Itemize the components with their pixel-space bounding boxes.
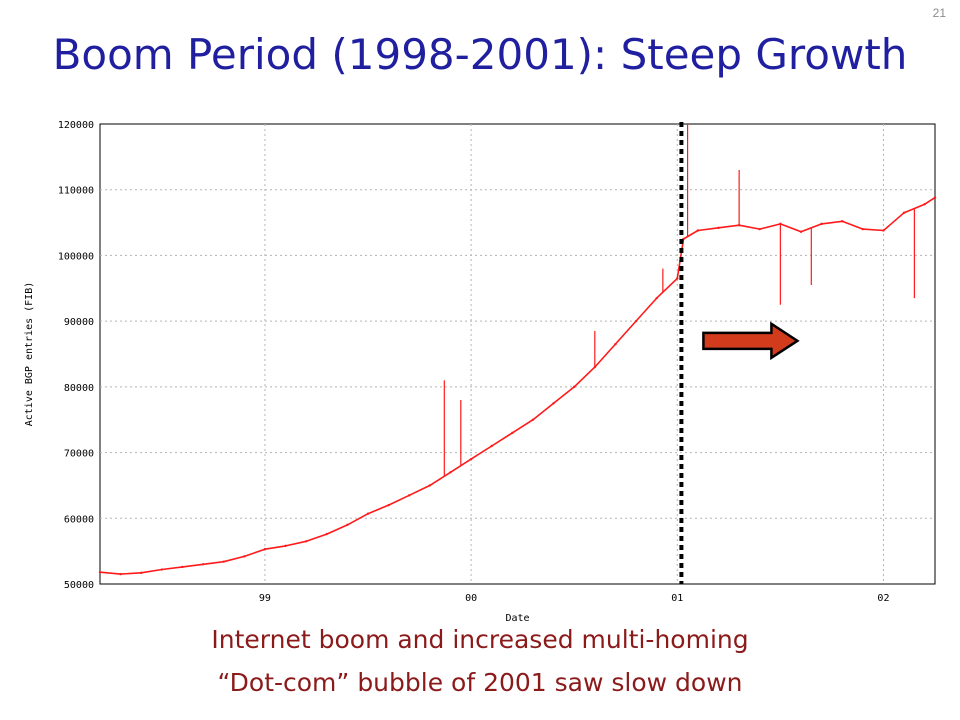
y-tick-label: 90000 bbox=[64, 317, 94, 328]
series-point bbox=[408, 494, 411, 497]
y-tick-label: 50000 bbox=[64, 580, 94, 591]
series-point bbox=[676, 277, 679, 280]
series-point bbox=[902, 211, 906, 214]
series-point bbox=[511, 431, 514, 435]
caption-line-1: Internet boom and increased multi-homing bbox=[211, 625, 749, 654]
x-tick-label: 99 bbox=[259, 593, 271, 604]
series-line bbox=[99, 196, 936, 575]
series-point bbox=[861, 227, 865, 231]
series-point bbox=[181, 565, 184, 569]
series-point bbox=[614, 342, 617, 346]
y-tick-label: 110000 bbox=[58, 186, 94, 197]
series-point bbox=[449, 471, 452, 474]
series-point bbox=[469, 457, 473, 461]
y-tick-label: 80000 bbox=[64, 383, 94, 394]
series-point bbox=[160, 568, 164, 571]
y-tick-label: 100000 bbox=[58, 251, 94, 262]
slide-number: 21 bbox=[932, 6, 946, 20]
series-point bbox=[490, 444, 493, 448]
series-point bbox=[263, 547, 267, 551]
series-point bbox=[428, 484, 432, 487]
right-arrow-icon bbox=[702, 321, 800, 361]
x-tick-label: 01 bbox=[671, 593, 683, 604]
y-tick-label: 60000 bbox=[64, 514, 94, 525]
series-point bbox=[222, 560, 225, 563]
series-point bbox=[284, 544, 287, 548]
series-point bbox=[717, 226, 720, 230]
series-point bbox=[696, 229, 700, 232]
y-axis-label: Active BGP entries (FIB) bbox=[24, 282, 35, 427]
series-point bbox=[366, 512, 370, 515]
series-point bbox=[655, 296, 658, 300]
y-tick-label: 120000 bbox=[58, 120, 94, 131]
caption-line-2: “Dot-com” bubble of 2001 saw slow down bbox=[217, 668, 743, 697]
series-point bbox=[572, 385, 576, 389]
chart-svg: 50000 60000 70000 80000 90000 100000 110000 120… bbox=[24, 120, 937, 624]
series-point bbox=[923, 202, 926, 206]
x-tick-label: 02 bbox=[877, 593, 889, 604]
series-point bbox=[820, 222, 823, 226]
series-point bbox=[201, 563, 205, 566]
series-point bbox=[799, 230, 803, 233]
bgp-growth-chart: 50000 60000 70000 80000 90000 100000 110000 120… bbox=[18, 112, 948, 632]
series-point bbox=[119, 572, 122, 576]
series-point bbox=[758, 227, 761, 231]
series-point bbox=[98, 570, 102, 574]
x-axis-label: Date bbox=[505, 613, 529, 624]
series-point bbox=[387, 503, 390, 507]
series-point bbox=[243, 555, 246, 558]
series-point bbox=[304, 540, 308, 543]
series-point bbox=[552, 402, 555, 405]
series-point bbox=[346, 523, 349, 527]
plot-frame bbox=[99, 123, 936, 585]
series-point bbox=[841, 220, 844, 223]
series-point bbox=[140, 571, 143, 575]
series-point bbox=[325, 532, 328, 536]
y-tick-label: 70000 bbox=[64, 449, 94, 460]
series-point bbox=[634, 319, 638, 323]
series-point bbox=[933, 196, 937, 199]
series-point bbox=[882, 229, 885, 232]
x-tick-label: 00 bbox=[465, 593, 477, 604]
series-point bbox=[531, 418, 535, 421]
slide-title: Boom Period (1998-2001): Steep Growth bbox=[52, 30, 908, 79]
